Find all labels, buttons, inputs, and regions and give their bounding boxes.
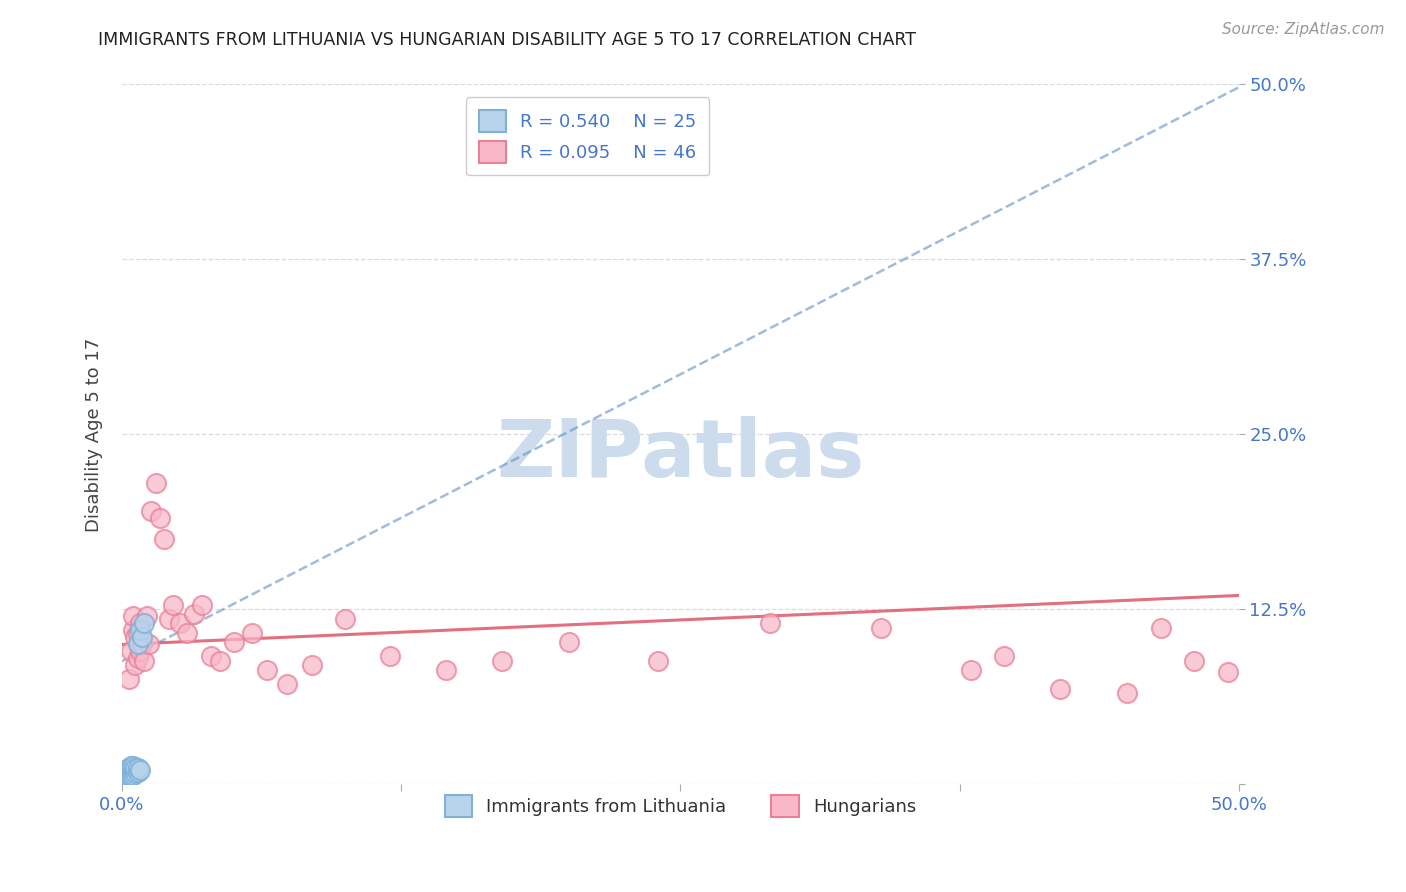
Point: [222, 634, 245, 648]
Point: [120, 759, 142, 773]
Point: [183, 607, 205, 621]
Point: [200, 648, 222, 663]
Point: [122, 624, 145, 638]
Point: [118, 764, 141, 778]
Legend: Immigrants from Lithuania, Hungarians: Immigrants from Lithuania, Hungarians: [437, 788, 924, 824]
Text: ZIPatlas: ZIPatlas: [496, 417, 865, 494]
Point: [378, 648, 401, 663]
Point: [759, 616, 782, 631]
Point: [131, 637, 153, 651]
Point: [1116, 686, 1139, 700]
Point: [115, 764, 138, 778]
Point: [122, 764, 145, 778]
Point: [127, 764, 149, 779]
Point: [145, 476, 167, 491]
Point: [1182, 654, 1205, 668]
Point: [129, 616, 152, 631]
Point: [115, 772, 138, 786]
Point: [162, 599, 184, 613]
Point: [129, 624, 152, 638]
Point: [118, 767, 141, 781]
Point: [138, 637, 160, 651]
Point: [1150, 621, 1173, 635]
Point: [127, 761, 149, 775]
Point: [124, 658, 146, 673]
Point: [139, 504, 162, 518]
Point: [1049, 682, 1071, 697]
Point: [120, 764, 142, 779]
Point: [131, 631, 153, 645]
Point: [129, 764, 152, 778]
Point: [124, 761, 146, 775]
Point: [118, 761, 141, 775]
Point: [112, 773, 135, 788]
Point: [122, 759, 145, 773]
Point: [127, 651, 149, 665]
Point: [134, 654, 156, 668]
Point: [256, 663, 278, 677]
Point: [191, 599, 214, 613]
Point: [118, 673, 141, 687]
Point: [870, 621, 893, 635]
Point: [120, 769, 142, 783]
Point: [153, 533, 176, 547]
Point: [558, 634, 581, 648]
Point: [134, 616, 156, 631]
Point: [122, 767, 145, 781]
Point: [434, 663, 457, 677]
Text: IMMIGRANTS FROM LITHUANIA VS HUNGARIAN DISABILITY AGE 5 TO 17 CORRELATION CHART: IMMIGRANTS FROM LITHUANIA VS HUNGARIAN D…: [98, 31, 917, 49]
Y-axis label: Disability Age 5 to 17: Disability Age 5 to 17: [86, 337, 103, 532]
Point: [959, 663, 981, 677]
Point: [118, 771, 141, 785]
Point: [491, 654, 513, 668]
Point: [115, 766, 138, 780]
Point: [124, 766, 146, 780]
Point: [1216, 665, 1239, 680]
Point: [127, 626, 149, 640]
Point: [120, 762, 142, 776]
Point: [112, 769, 135, 783]
Point: [993, 648, 1015, 663]
Point: [129, 644, 152, 658]
Point: [335, 612, 357, 626]
Point: [276, 676, 298, 690]
Point: [122, 609, 145, 624]
Point: [157, 612, 180, 626]
Point: [169, 616, 191, 631]
Point: [240, 626, 263, 640]
Point: [176, 626, 198, 640]
Point: [209, 654, 232, 668]
Point: [120, 644, 142, 658]
Point: [647, 654, 669, 668]
Point: [149, 511, 172, 525]
Point: [127, 637, 149, 651]
Text: Source: ZipAtlas.com: Source: ZipAtlas.com: [1222, 22, 1385, 37]
Point: [135, 609, 157, 624]
Point: [124, 631, 146, 645]
Point: [301, 658, 323, 673]
